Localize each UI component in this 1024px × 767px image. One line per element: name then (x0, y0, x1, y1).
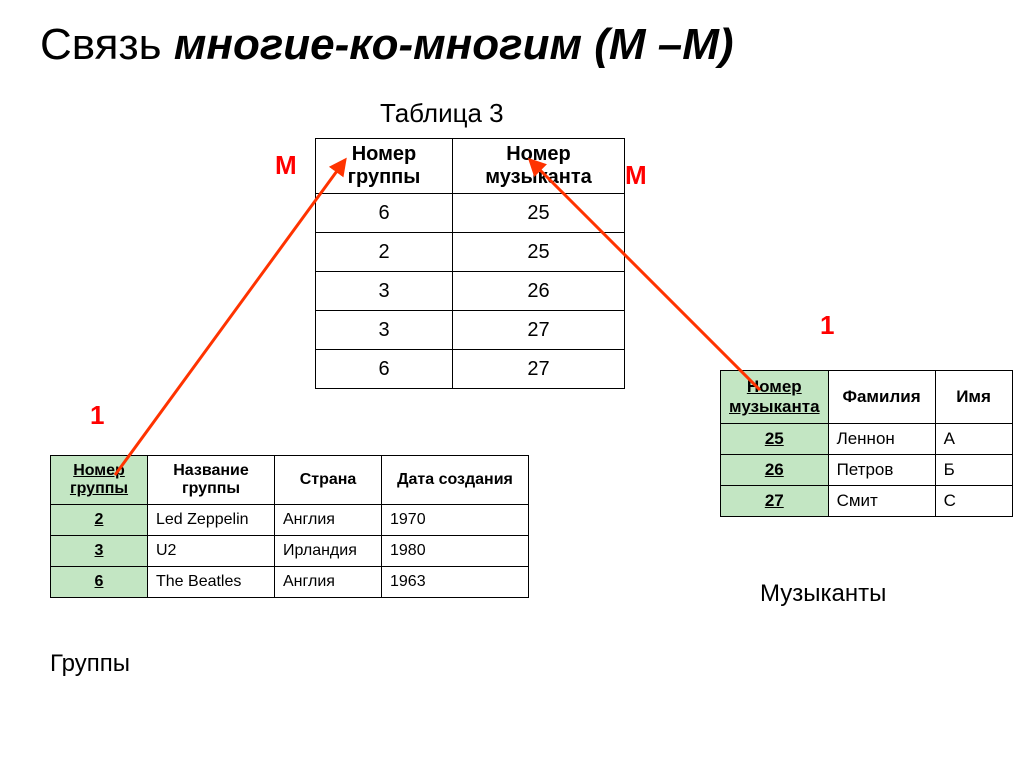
table-row: 6 The Beatles Англия 1963 (51, 567, 529, 598)
label-m-left: М (275, 150, 297, 181)
col-header: Страна (275, 456, 382, 505)
col-header: Имя (935, 371, 1012, 424)
col-header: Номер музыканта (721, 371, 829, 424)
table-row: 27 Смит С (721, 486, 1013, 517)
arrow-left (115, 160, 345, 475)
table-row: 625 (316, 194, 625, 233)
table-row: 25 Леннон А (721, 424, 1013, 455)
label-m-right: М (625, 160, 647, 191)
table-row: 2 Led Zeppelin Англия 1970 (51, 505, 529, 536)
musicians-table: Номер музыканта Фамилия Имя 25 Леннон А … (720, 370, 1013, 517)
table-row: 225 (316, 233, 625, 272)
table3-caption: Таблица 3 (380, 98, 504, 129)
table-row: Номер группы Номер музыканта (316, 139, 625, 194)
page-title: Связь многие-ко-многим (М –М) (40, 20, 984, 70)
col-header: Фамилия (828, 371, 935, 424)
col-header: Название группы (148, 456, 275, 505)
table-row: 627 (316, 350, 625, 389)
table-row: 3 U2 Ирландия 1980 (51, 536, 529, 567)
table-row: Номер группы Название группы Страна Дата… (51, 456, 529, 505)
table-row: 326 (316, 272, 625, 311)
label-one-left: 1 (90, 400, 104, 431)
table-row: 26 Петров Б (721, 455, 1013, 486)
slide: Связь многие-ко-многим (М –М) Таблица 3 … (0, 0, 1024, 767)
table-row: 327 (316, 311, 625, 350)
title-prefix: Связь (40, 20, 174, 69)
col-header: Номер группы (51, 456, 148, 505)
groups-caption: Группы (50, 650, 130, 678)
junction-table: Номер группы Номер музыканта 625 225 326… (315, 138, 625, 389)
musicians-caption: Музыканты (760, 580, 886, 608)
col-header: Дата создания (382, 456, 529, 505)
table-row: Номер музыканта Фамилия Имя (721, 371, 1013, 424)
title-italic: многие-ко-многим (М –М) (174, 20, 734, 69)
label-one-right: 1 (820, 310, 834, 341)
col-header: Номер музыканта (453, 139, 625, 194)
groups-table: Номер группы Название группы Страна Дата… (50, 455, 529, 598)
col-header: Номер группы (316, 139, 453, 194)
